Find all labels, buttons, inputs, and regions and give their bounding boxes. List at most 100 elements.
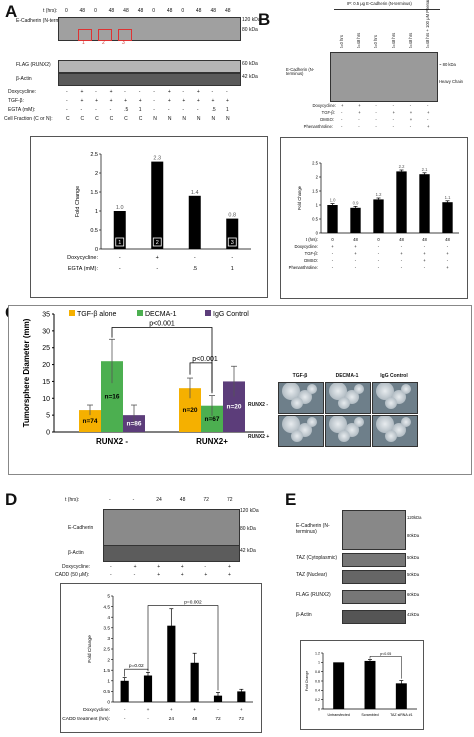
sig-label: p=0.002 [184, 600, 202, 606]
row-value: 48 [399, 237, 404, 242]
panel-e-blot-label: β-Actin [296, 612, 312, 618]
bar-box [152, 237, 162, 247]
row-value: - [194, 255, 196, 261]
panel-a-row-value: N [153, 116, 157, 122]
micrograph-image [325, 415, 371, 447]
row-value: - [156, 266, 158, 272]
row-value: - [119, 266, 121, 272]
panel-a-time-value: 48 [79, 8, 86, 14]
y-tick-label: 0 [316, 230, 319, 235]
panel-e-mw-label: 80kDa [407, 533, 420, 538]
panel-a-row-value: - [80, 107, 83, 113]
micrograph-row-label: RUNX2 - [248, 402, 269, 408]
panel-a-row-value: + [138, 98, 142, 104]
panel-d-row-value: + [204, 572, 208, 578]
bar [201, 405, 223, 432]
panel-a-time-value: 48 [225, 8, 231, 14]
y-tick-label: 1 [318, 661, 320, 665]
y-tick-label: 30 [42, 328, 50, 335]
panel-b-row-value: - [392, 117, 394, 122]
panel-a-chart-frame: 0 0.5 1 1.5 2 2.5 Fold Change 1.0 1 2.3 2 1.4 0.8 3 Do… [30, 136, 268, 298]
panel-a-row-value: 1 [138, 107, 142, 113]
panel-a-row-value: - [226, 89, 228, 95]
panel-d-blot-label-ecad: E-Cadherin [68, 525, 94, 531]
row-value: 48 [445, 237, 450, 242]
panel-b-band-heavy: Heavy Chain [439, 79, 463, 84]
row-value: 48 [422, 237, 427, 242]
row-value: - [378, 251, 380, 256]
data-label: 0.8 [228, 213, 236, 219]
bar [113, 211, 126, 249]
row-value: - [378, 244, 380, 249]
data-label: 0.9 [353, 200, 359, 205]
y-axis-label: Fold Change [87, 635, 93, 663]
row-value: 48 [192, 716, 198, 722]
y-tick-label: 25 [42, 345, 50, 352]
panel-d-row-value: - [204, 564, 207, 570]
data-label: 1.0 [116, 205, 124, 211]
micrograph-cell-cluster [338, 430, 350, 442]
bar [333, 662, 345, 709]
panel-d-time-value: 72 [227, 497, 233, 503]
panel-a-row-value: N [211, 116, 216, 122]
panel-a-time-value: 48 [166, 8, 173, 14]
panel-d-letter: D [5, 490, 18, 509]
row-value: + [331, 244, 334, 249]
panel-d-mw-120: 120 kDa [240, 508, 259, 514]
panel-a-row-value: + [95, 98, 98, 104]
row-value: - [424, 265, 426, 270]
row-value: - [231, 255, 233, 261]
bar [237, 691, 246, 702]
row-label: CADD treatment (hrs): [62, 716, 110, 722]
panel-d-time-label: t (hrs): [65, 497, 80, 503]
panel-c-chart: 0 5 10 15 20 25 30 35 Tumorsphere Diameter (mm) T… [22, 310, 264, 446]
panel-b-row-value: + [409, 110, 413, 115]
panel-a-row-value: - [95, 107, 97, 113]
y-axis-label: Tumorsphere Diameter (mm) [22, 318, 31, 427]
row-value: + [423, 251, 426, 256]
micrograph-cell-cluster [282, 383, 300, 400]
row-value: + [240, 708, 243, 713]
panel-b-row-label: Phenanthroline: [303, 124, 333, 129]
panel-a-mw-120: 120 kDa [242, 17, 261, 23]
panel-d-row-label: CADD (50 μM): [55, 572, 90, 578]
data-label: 1.4 [191, 190, 199, 196]
panel-a-row-value: + [226, 98, 229, 104]
micrograph-image [372, 382, 418, 414]
panel-a-row-value: N [182, 116, 186, 122]
panel-a-row-value: + [167, 98, 171, 104]
panel-b-row-label: TGF-β: [321, 110, 335, 115]
row-value: - [332, 251, 334, 256]
row-value: - [424, 244, 426, 249]
y-axis-label: Fold Change [305, 671, 309, 692]
n-label: n=74 [83, 418, 98, 425]
panel-b-row-value: - [341, 124, 343, 129]
panel-d-row-label: Doxycycline: [62, 564, 91, 570]
panel-a-time-value: 0 [181, 8, 185, 14]
n-label: n=20 [227, 404, 242, 411]
bar [396, 171, 407, 233]
panel-a-time-value: 0 [65, 8, 68, 14]
row-value: - [147, 717, 149, 722]
panel-e-blot [342, 570, 406, 584]
panel-a-row-label: Cell Fraction (C or N): [4, 116, 53, 122]
panel-a-row-value: C [80, 116, 85, 122]
sig-bracket [147, 605, 219, 691]
panel-d-row-value: + [157, 564, 161, 570]
panel-b-row-value: - [409, 124, 412, 129]
panel-a-row-value: - [153, 107, 155, 113]
panel-a-row-value: C [109, 116, 114, 122]
panel-b-ip-line [334, 9, 440, 10]
legend-swatch [205, 310, 211, 316]
panel-a-row-value: + [211, 98, 215, 104]
bar [350, 207, 361, 233]
panel-e-blot [342, 610, 406, 624]
bar [151, 161, 164, 249]
row-label: DMSO: [304, 258, 318, 263]
y-tick-label: 1.5 [103, 668, 110, 674]
row-value: - [119, 255, 121, 261]
y-tick-label: 5 [107, 594, 110, 600]
micrograph-cell-cluster [307, 417, 317, 427]
panel-e-blot-label: TAZ (Nuclear) [296, 572, 328, 578]
panel-b-row-label: DMSO: [320, 117, 334, 122]
